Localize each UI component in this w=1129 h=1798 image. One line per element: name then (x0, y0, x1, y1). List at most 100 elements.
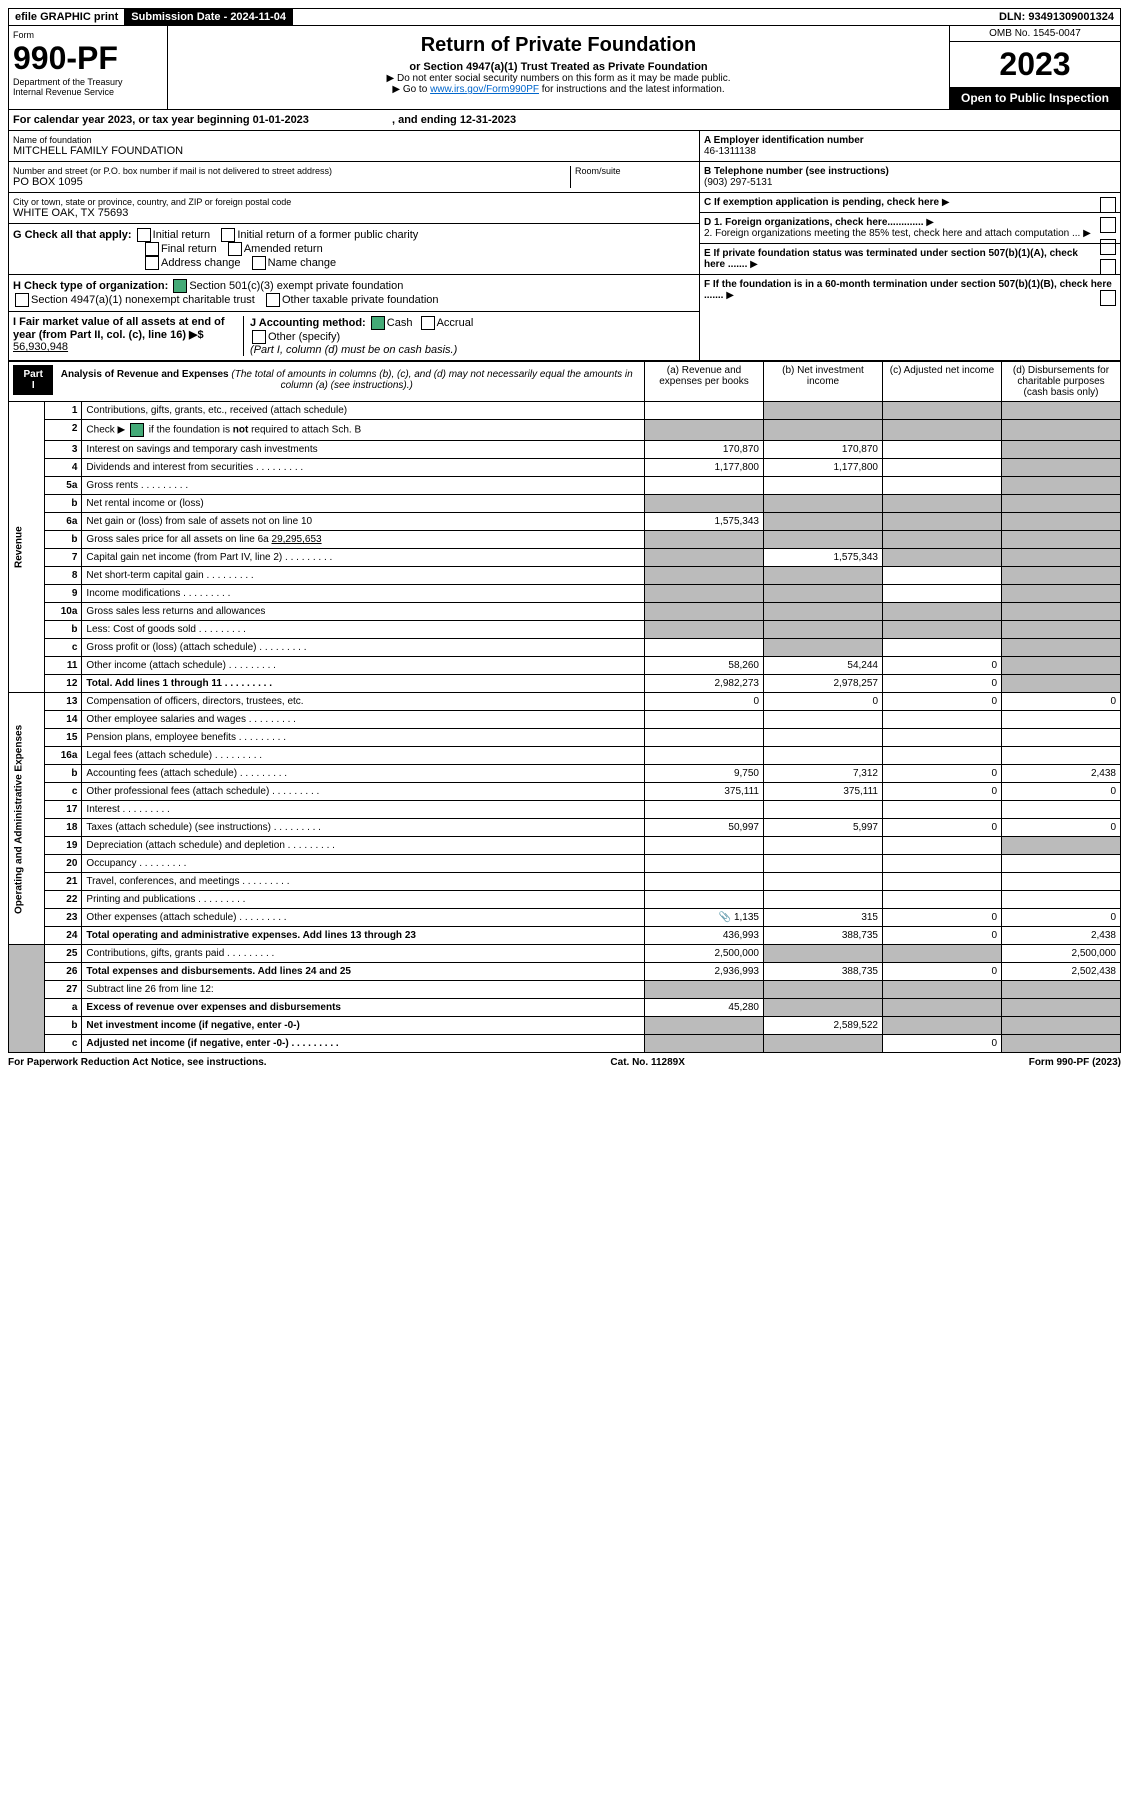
line-num: 17 (45, 801, 82, 819)
line-num: 22 (45, 891, 82, 909)
exemption-pending-checkbox[interactable] (1100, 197, 1116, 213)
val-c: 0 (883, 927, 1002, 945)
section-ij: I Fair market value of all assets at end… (9, 312, 699, 360)
room-label: Room/suite (575, 166, 695, 176)
arrow-icon: ▶ (750, 259, 758, 270)
col-a-header: (a) Revenue and expenses per books (645, 362, 764, 402)
col-b-header: (b) Net investment income (764, 362, 883, 402)
val-b: 170,870 (764, 441, 883, 459)
line-num: 18 (45, 819, 82, 837)
val-d: 2,500,000 (1002, 945, 1121, 963)
line-num: 27 (45, 981, 82, 999)
expenses-side-label: Operating and Administrative Expenses (9, 693, 45, 945)
line-num: 24 (45, 927, 82, 945)
initial-former-checkbox[interactable] (221, 228, 235, 242)
amended-checkbox[interactable] (228, 242, 242, 256)
form990pf-link[interactable]: www.irs.gov/Form990PF (430, 84, 539, 95)
line-num: 3 (45, 441, 82, 459)
foundation-name: MITCHELL FAMILY FOUNDATION (13, 145, 695, 157)
part1-table: Part I Analysis of Revenue and Expenses … (8, 361, 1121, 1053)
schb-checkbox[interactable] (130, 423, 144, 437)
line-desc: Other expenses (attach schedule) (82, 909, 645, 927)
terminated-checkbox[interactable] (1100, 259, 1116, 275)
line-desc: Printing and publications (82, 891, 645, 909)
line-desc: Less: Cost of goods sold (82, 621, 645, 639)
arrow-icon: ▶ (1083, 228, 1091, 239)
4947a1-checkbox[interactable] (15, 293, 29, 307)
final-return-checkbox[interactable] (145, 242, 159, 256)
line-desc: Contributions, gifts, grants, etc., rece… (82, 402, 645, 420)
val-c: 0 (883, 819, 1002, 837)
line-desc: Net investment income (if negative, ente… (82, 1017, 645, 1035)
other-method-checkbox[interactable] (252, 330, 266, 344)
form-title: Return of Private Foundation (172, 34, 945, 57)
line-num: 6a (45, 513, 82, 531)
e-label: E If private foundation status was termi… (704, 248, 1078, 270)
foundation-address: PO BOX 1095 (13, 176, 570, 188)
section-g: G Check all that apply: Initial return I… (9, 224, 699, 275)
line-num: b (45, 621, 82, 639)
val-b: 54,244 (764, 657, 883, 675)
line-num: b (45, 1017, 82, 1035)
initial-return-checkbox[interactable] (137, 228, 151, 242)
line-num: 1 (45, 402, 82, 420)
line-num: 16a (45, 747, 82, 765)
calendar-year-row: For calendar year 2023, or tax year begi… (8, 110, 1121, 131)
val-d: 0 (1002, 783, 1121, 801)
line-desc: Dividends and interest from securities (82, 459, 645, 477)
g2-label: Initial return of a former public charit… (237, 229, 418, 241)
val-b: 388,735 (764, 963, 883, 981)
h1-label: Section 501(c)(3) exempt private foundat… (189, 280, 403, 292)
line-num: 25 (45, 945, 82, 963)
col-d-header: (d) Disbursements for charitable purpose… (1002, 362, 1121, 402)
val-d: 0 (1002, 693, 1121, 711)
ein-label: A Employer identification number (704, 135, 1116, 146)
line-num: a (45, 999, 82, 1017)
foreign-org-checkbox[interactable] (1100, 217, 1116, 233)
calyear-end: , and ending 12-31-2023 (392, 114, 516, 126)
line-desc: Income modifications (82, 585, 645, 603)
line-desc: Occupancy (82, 855, 645, 873)
j1-label: Cash (387, 317, 413, 329)
line-num: 11 (45, 657, 82, 675)
g5-label: Address change (161, 257, 241, 269)
val-a: 1,177,800 (645, 459, 764, 477)
part1-title: Analysis of Revenue and Expenses (61, 369, 229, 380)
line-num: 20 (45, 855, 82, 873)
efile-label: efile GRAPHIC print (9, 9, 125, 25)
part1-tab: Part I (13, 365, 53, 395)
top-bar: efile GRAPHIC print Submission Date - 20… (8, 8, 1121, 26)
address-change-checkbox[interactable] (145, 256, 159, 270)
val-b: 388,735 (764, 927, 883, 945)
val-c: 0 (883, 675, 1002, 693)
tax-year: 2023 (950, 42, 1120, 87)
val-b: 7,312 (764, 765, 883, 783)
accrual-checkbox[interactable] (421, 316, 435, 330)
line-num: b (45, 495, 82, 513)
val-a: 📎 1,135 (645, 909, 764, 927)
fmv-value: 56,930,948 (13, 341, 68, 353)
val-b: 0 (764, 693, 883, 711)
omb-number: OMB No. 1545-0047 (950, 26, 1120, 42)
line-desc: Adjusted net income (if negative, enter … (82, 1035, 645, 1053)
line-desc: Net rental income or (loss) (82, 495, 645, 513)
val-c: 0 (883, 693, 1002, 711)
line-num: 23 (45, 909, 82, 927)
name-change-checkbox[interactable] (252, 256, 266, 270)
val-d: 2,438 (1002, 927, 1121, 945)
val-a: 58,260 (645, 657, 764, 675)
h3-label: Other taxable private foundation (282, 294, 439, 306)
other-taxable-checkbox[interactable] (266, 293, 280, 307)
501c3-checkbox[interactable] (173, 279, 187, 293)
60month-checkbox[interactable] (1100, 290, 1116, 306)
form-subtitle: or Section 4947(a)(1) Trust Treated as P… (172, 61, 945, 73)
j2-label: Accrual (437, 317, 474, 329)
tel-label: B Telephone number (see instructions) (704, 166, 1116, 177)
val-b: 1,177,800 (764, 459, 883, 477)
attachment-icon[interactable]: 📎 (719, 912, 731, 923)
line-num: 15 (45, 729, 82, 747)
cash-checkbox[interactable] (371, 316, 385, 330)
name-label: Name of foundation (13, 135, 695, 145)
line-desc: Net gain or (loss) from sale of assets n… (82, 513, 645, 531)
h2-label: Section 4947(a)(1) nonexempt charitable … (31, 294, 255, 306)
